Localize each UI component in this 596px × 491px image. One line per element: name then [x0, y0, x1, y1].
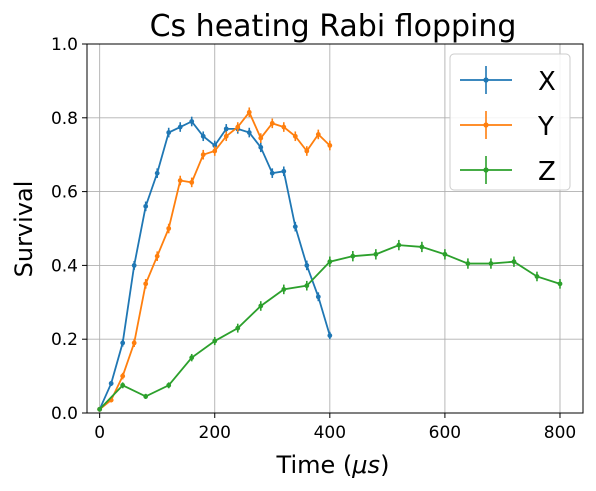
series-x-point	[143, 204, 148, 209]
series-z-point	[258, 304, 263, 309]
series-x-point	[155, 171, 160, 176]
series-x-point	[258, 145, 263, 150]
series-y-point	[132, 340, 137, 345]
series-x-point	[178, 125, 183, 130]
series-y-point	[212, 149, 217, 154]
x-axis-label-close: )	[380, 451, 389, 479]
series-y-point	[235, 125, 240, 130]
series-y-point	[166, 226, 171, 231]
series-z-point	[558, 281, 563, 286]
series-z-point	[512, 259, 517, 264]
series-y-point	[224, 134, 229, 139]
series-x-point	[189, 119, 194, 124]
series-z-point	[304, 283, 309, 288]
x-tick-label: 200	[199, 423, 231, 443]
series-y-point	[201, 152, 206, 157]
series-y-point	[281, 125, 286, 130]
series-z-point	[419, 245, 424, 250]
legend-label-y: Y	[537, 112, 554, 142]
series-x-point	[166, 130, 171, 135]
series-x-point	[109, 381, 114, 386]
series-z-point	[489, 261, 494, 266]
series-x-point	[247, 130, 252, 135]
series-z-point	[396, 243, 401, 248]
series-z-point	[373, 252, 378, 257]
series-z-point	[189, 355, 194, 360]
series-x-point	[224, 126, 229, 131]
series-x-point	[132, 263, 137, 268]
series-z-point	[120, 383, 125, 388]
legend-label-z: Z	[538, 157, 556, 187]
series-z-point	[466, 261, 471, 266]
series-z-point	[327, 259, 332, 264]
series-z-point	[281, 287, 286, 292]
series-z-point	[235, 326, 240, 331]
series-y-point	[316, 132, 321, 137]
series-z-point	[350, 254, 355, 259]
series-z-point	[443, 252, 448, 257]
x-tick-label: 600	[429, 423, 461, 443]
x-tick-label: 400	[314, 423, 346, 443]
series-x-point	[293, 224, 298, 229]
legend: XYZ	[450, 54, 570, 190]
x-axis-label-unit: μs	[351, 451, 380, 479]
series-y-point	[143, 281, 148, 286]
series-y-point	[247, 110, 252, 115]
series-z-point	[535, 274, 540, 279]
series-x-point	[304, 263, 309, 268]
x-tick-label: 800	[544, 423, 576, 443]
series-x-point	[201, 134, 206, 139]
series-y-point	[120, 374, 125, 379]
series-x-point	[316, 294, 321, 299]
x-axis-label-text: Time (	[276, 451, 353, 479]
series-y-point	[304, 149, 309, 154]
series-y-point	[270, 121, 275, 126]
y-tick-label: 0.8	[51, 109, 78, 129]
x-tick-label: 0	[94, 423, 105, 443]
y-tick-label: 0.4	[51, 256, 78, 276]
series-y-point	[178, 178, 183, 183]
y-axis-label: Survival	[10, 181, 38, 278]
series-y-point	[293, 134, 298, 139]
legend-marker-z	[483, 167, 488, 172]
series-z-point	[166, 383, 171, 388]
x-axis-label: Time (μs)	[276, 451, 390, 479]
series-z-point	[143, 394, 148, 399]
series-z-point	[212, 339, 217, 344]
legend-marker-x	[483, 77, 488, 82]
series-x-point	[327, 333, 332, 338]
series-z-point	[97, 407, 102, 412]
chart-title: Cs heating Rabi flopping	[150, 9, 517, 44]
legend-marker-y	[483, 122, 488, 127]
series-x-point	[270, 171, 275, 176]
y-tick-label: 0.2	[51, 330, 78, 350]
series-y-point	[189, 180, 194, 185]
y-tick-label: 0.6	[51, 183, 78, 203]
series-x-point	[120, 340, 125, 345]
series-x-point	[281, 169, 286, 174]
series-y-point	[327, 143, 332, 148]
y-tick-label: 1.0	[51, 35, 78, 55]
series-y-point	[258, 136, 263, 141]
legend-label-x: X	[538, 67, 556, 97]
series-y-point	[155, 254, 160, 259]
y-tick-label: 0.0	[51, 404, 78, 424]
